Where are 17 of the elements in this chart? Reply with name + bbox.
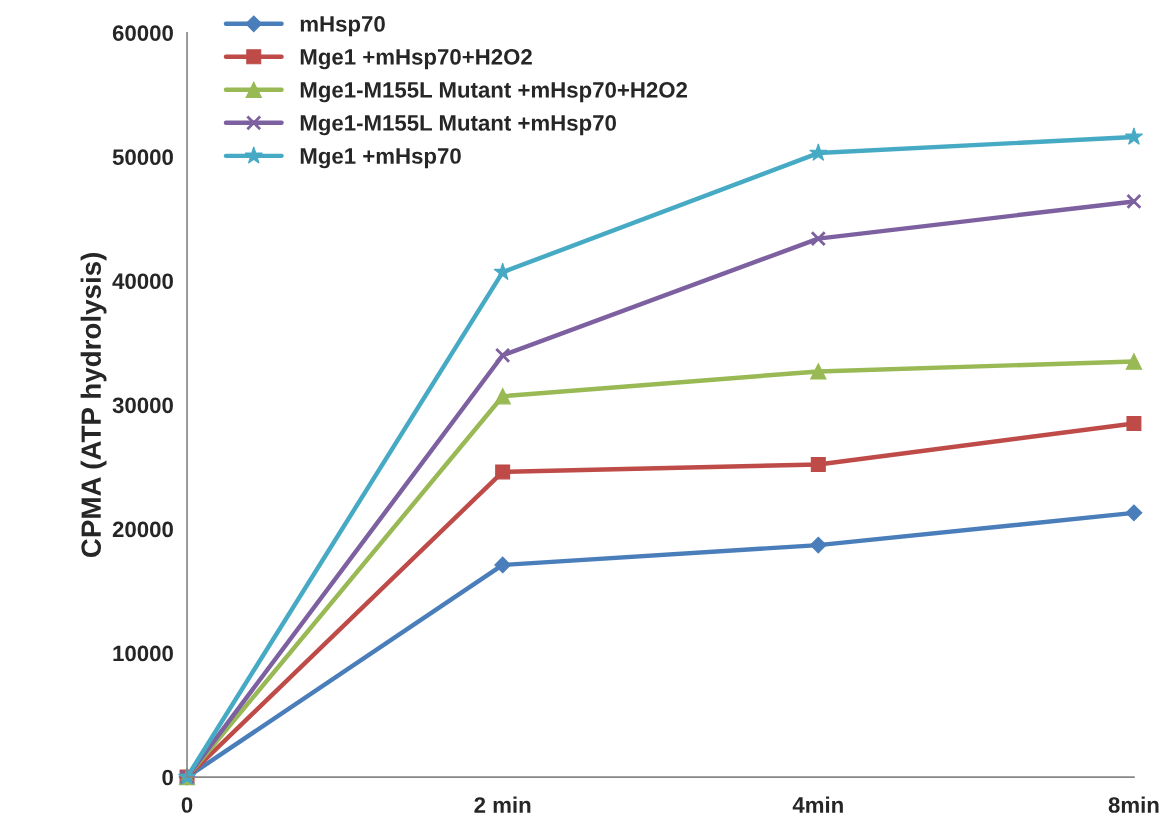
- y-tick-label: 10000: [113, 645, 173, 662]
- legend-label: Mge1-M155L Mutant +mHsp70+H2O2: [300, 82, 688, 103]
- legend-label: Mge1-M155L Mutant +mHsp70: [300, 115, 616, 136]
- legend-label: Mge1 +mHsp70: [300, 148, 461, 169]
- y-tick-label: 30000: [112, 397, 173, 414]
- y-tick-label: 0: [162, 769, 173, 786]
- x-tick-label: 2 min: [474, 796, 531, 813]
- x-tick-label: 0: [181, 797, 193, 813]
- y-tick-label: 60000: [112, 25, 173, 41]
- y-axis-title: CPMA (ATP hydrolysis): [80, 252, 107, 558]
- legend-label: Mge1 +mHsp70+H2O2: [300, 49, 532, 70]
- y-tick-label: 20000: [112, 521, 173, 538]
- x-tick-label: 4min: [792, 796, 843, 813]
- x-tick-label: 8min: [1108, 796, 1159, 813]
- y-tick-label: 40000: [112, 273, 173, 290]
- y-tick-label: 50000: [112, 149, 173, 166]
- legend-label: mHsp70: [300, 16, 385, 37]
